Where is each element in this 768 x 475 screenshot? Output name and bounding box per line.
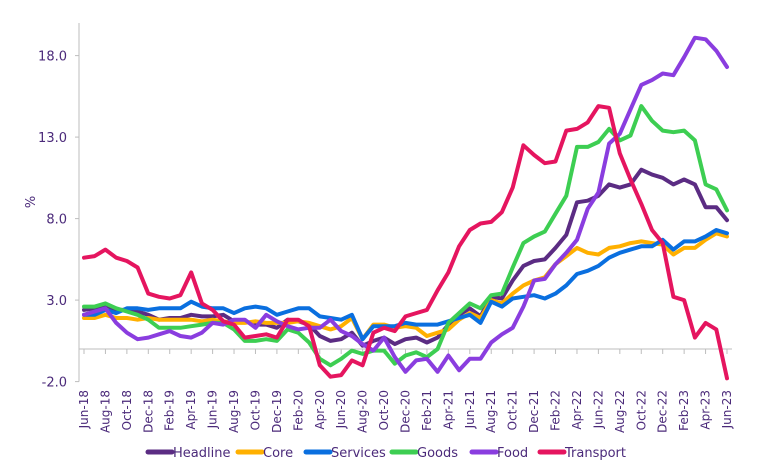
x-tick-label: Aug-18 — [98, 390, 112, 433]
x-tick-label: Oct-20 — [377, 390, 391, 430]
legend: Headline Core Services Goods Food Transport — [145, 446, 626, 461]
y-axis-label: % — [24, 196, 39, 208]
legend-label-core: Core — [263, 446, 293, 461]
legend-label-services: Services — [331, 446, 386, 461]
x-tick-label: Oct-22 — [634, 390, 648, 430]
legend-label-food: Food — [497, 446, 528, 461]
x-tick-label: Dec-21 — [527, 390, 541, 433]
x-tick-label: Jun-21 — [463, 390, 477, 429]
x-tick-label: Apr-20 — [313, 390, 327, 430]
x-tick-label: Apr-19 — [184, 390, 198, 430]
x-tick-label: Oct-18 — [120, 390, 134, 430]
x-tick-label: Jun-23 — [720, 390, 734, 429]
series-lines — [82, 35, 729, 381]
x-tick-label: Feb-20 — [291, 390, 305, 431]
x-tick-label: Feb-19 — [163, 390, 177, 431]
x-tick-label: Aug-21 — [484, 390, 498, 433]
series-line-transport — [82, 104, 729, 381]
x-tick-label: Feb-23 — [677, 390, 691, 431]
x-tick-label: Jun-19 — [206, 390, 220, 429]
series-line-food — [82, 35, 729, 374]
axes: -2.0 3.0 8.0 13.0 18.0 Jun-18 Aug-18 Oct-18 Dec-… — [38, 23, 734, 433]
x-tick-label: Jun-20 — [334, 390, 348, 429]
y-tick-label: 3.0 — [46, 294, 67, 309]
legend-label-transport: Transport — [564, 446, 626, 461]
x-tick-label: Aug-20 — [356, 390, 370, 433]
x-tick-label: Aug-22 — [613, 390, 627, 433]
series-line-goods — [82, 104, 729, 368]
legend-label-goods: Goods — [417, 446, 458, 461]
x-tick-label: Apr-21 — [441, 390, 455, 430]
x-tick-label: Dec-19 — [270, 390, 284, 433]
series-line-headline — [82, 167, 729, 348]
legend-label-headline: Headline — [173, 446, 230, 461]
x-tick-label: Jun-18 — [77, 390, 91, 429]
x-tick-label: Dec-20 — [399, 390, 413, 433]
x-tick-label: Dec-22 — [656, 390, 670, 433]
x-tick-label: Oct-19 — [248, 390, 262, 430]
x-tick-label: Dec-18 — [141, 390, 155, 433]
x-tick-label: Feb-21 — [420, 390, 434, 431]
y-tick-label: 18.0 — [38, 50, 67, 65]
x-tick-label: Jun-22 — [591, 390, 605, 429]
x-tick-label: Apr-22 — [570, 390, 584, 430]
y-tick-label: 8.0 — [46, 213, 67, 228]
x-tick-label: Aug-19 — [227, 390, 241, 433]
x-tick-label: Apr-23 — [699, 390, 713, 430]
x-tick-label: Oct-21 — [506, 390, 520, 430]
y-tick-label: -2.0 — [42, 376, 67, 391]
series-line-core — [82, 231, 729, 342]
series-line-services — [82, 228, 729, 342]
y-tick-label: 13.0 — [38, 131, 67, 146]
x-tick-label: Feb-22 — [549, 390, 563, 431]
